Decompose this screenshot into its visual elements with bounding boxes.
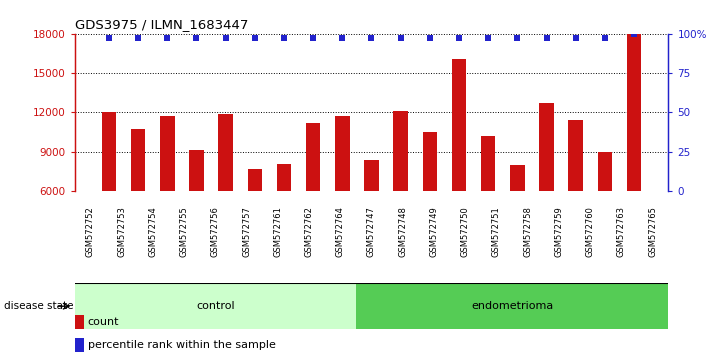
Text: GSM572751: GSM572751	[492, 206, 501, 257]
Text: GSM572764: GSM572764	[336, 206, 345, 257]
Bar	[218, 114, 233, 270]
Point	[541, 35, 552, 41]
Bar	[422, 132, 437, 270]
Bar	[160, 116, 175, 270]
Point	[278, 35, 289, 41]
Text: GSM572759: GSM572759	[555, 206, 564, 257]
Text: GSM572754: GSM572754	[149, 206, 157, 257]
Point	[365, 35, 377, 41]
Text: percentile rank within the sample: percentile rank within the sample	[87, 340, 276, 350]
Point	[629, 31, 640, 36]
Bar	[75, 283, 356, 329]
Bar	[510, 165, 525, 270]
Bar	[597, 152, 612, 270]
Bar	[102, 113, 116, 270]
Bar	[568, 120, 583, 270]
Text: GSM572748: GSM572748	[398, 206, 407, 257]
Text: control: control	[196, 301, 235, 311]
Point	[395, 35, 407, 41]
Bar	[189, 150, 204, 270]
Bar	[393, 111, 408, 270]
Text: endometrioma: endometrioma	[471, 301, 553, 311]
Bar	[335, 116, 350, 270]
Bar	[627, 34, 641, 270]
Text: GSM572763: GSM572763	[617, 206, 626, 257]
Point	[454, 35, 465, 41]
Point	[483, 35, 494, 41]
Bar	[277, 164, 292, 270]
Point	[336, 35, 348, 41]
Text: GSM572757: GSM572757	[242, 206, 251, 257]
Bar	[356, 283, 668, 329]
Text: GSM572747: GSM572747	[367, 206, 376, 257]
Bar	[451, 58, 466, 270]
Point	[191, 35, 202, 41]
Text: GSM572750: GSM572750	[461, 206, 470, 257]
Bar	[131, 130, 146, 270]
Text: GSM572765: GSM572765	[648, 206, 657, 257]
Text: GDS3975 / ILMN_1683447: GDS3975 / ILMN_1683447	[75, 18, 248, 31]
Bar	[75, 315, 85, 329]
Point	[570, 35, 582, 41]
Point	[599, 35, 611, 41]
Text: GSM572753: GSM572753	[117, 206, 126, 257]
Text: disease state: disease state	[4, 301, 73, 311]
Text: GSM572760: GSM572760	[586, 206, 594, 257]
Bar	[364, 160, 379, 270]
Text: GSM572755: GSM572755	[179, 206, 188, 257]
Bar	[75, 338, 85, 352]
Point	[307, 35, 319, 41]
Point	[249, 35, 260, 41]
Text: GSM572752: GSM572752	[86, 206, 95, 257]
Text: GSM572762: GSM572762	[304, 206, 314, 257]
Bar	[481, 136, 496, 270]
Point	[512, 35, 523, 41]
Text: GSM572749: GSM572749	[429, 206, 439, 257]
Bar	[306, 123, 321, 270]
Text: count: count	[87, 317, 119, 327]
Bar	[539, 103, 554, 270]
Point	[424, 35, 436, 41]
Text: GSM572761: GSM572761	[273, 206, 282, 257]
Point	[132, 35, 144, 41]
Point	[161, 35, 173, 41]
Bar	[247, 169, 262, 270]
Point	[103, 35, 114, 41]
Text: GSM572758: GSM572758	[523, 206, 533, 257]
Text: GSM572756: GSM572756	[210, 206, 220, 257]
Point	[220, 35, 231, 41]
